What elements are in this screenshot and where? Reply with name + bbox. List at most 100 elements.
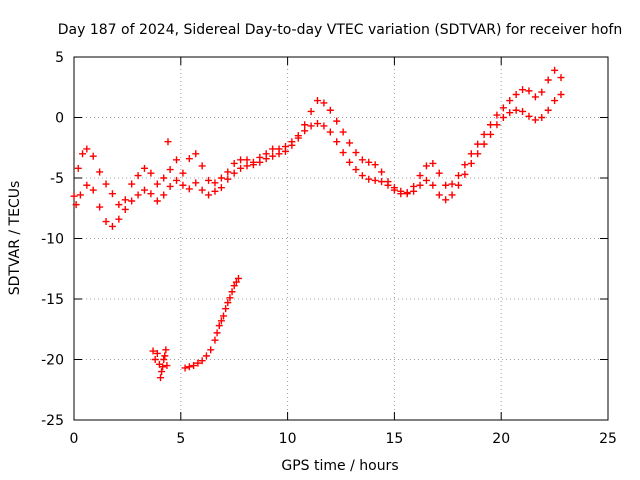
data-point xyxy=(448,191,456,199)
data-point xyxy=(102,218,110,226)
data-point xyxy=(281,147,289,155)
data-point xyxy=(461,170,469,178)
data-point xyxy=(230,169,238,177)
data-point xyxy=(499,104,507,112)
data-point xyxy=(454,181,462,189)
data-point xyxy=(217,174,225,182)
data-point xyxy=(339,149,347,157)
data-point xyxy=(108,222,116,230)
data-point xyxy=(397,190,405,198)
data-point xyxy=(147,169,155,177)
data-point xyxy=(275,150,283,158)
data-point xyxy=(153,197,161,205)
data-point xyxy=(519,86,527,94)
y-tick-label: -15 xyxy=(41,292,64,308)
data-point xyxy=(333,138,341,146)
data-point xyxy=(519,107,527,115)
data-point xyxy=(161,352,169,360)
data-point xyxy=(153,180,161,188)
data-point xyxy=(358,172,366,180)
data-point xyxy=(538,88,546,96)
data-point xyxy=(205,176,213,184)
x-axis-label: GPS time / hours xyxy=(281,458,398,474)
data-point xyxy=(202,352,210,360)
data-point xyxy=(512,91,520,99)
data-point xyxy=(294,134,302,142)
data-point xyxy=(454,172,462,180)
data-point xyxy=(410,187,418,195)
data-point xyxy=(378,178,386,186)
data-point xyxy=(435,191,443,199)
data-point xyxy=(190,362,198,370)
data-point xyxy=(159,363,167,371)
data-point xyxy=(205,191,213,199)
data-point xyxy=(211,187,219,195)
data-point xyxy=(326,128,334,136)
data-point xyxy=(487,121,495,129)
y-tick-label: -10 xyxy=(41,232,64,248)
data-point xyxy=(551,97,559,105)
data-point xyxy=(442,196,450,204)
data-points xyxy=(70,66,565,382)
data-point xyxy=(416,172,424,180)
data-point xyxy=(307,107,315,115)
data-point xyxy=(179,169,187,177)
data-point xyxy=(179,181,187,189)
data-point xyxy=(422,176,430,184)
data-point xyxy=(173,176,181,184)
data-point xyxy=(224,175,232,183)
data-point xyxy=(198,357,206,365)
data-point xyxy=(234,274,242,282)
data-point xyxy=(160,174,168,182)
data-point xyxy=(96,168,104,176)
data-point xyxy=(232,278,240,286)
data-point xyxy=(157,374,165,382)
data-point xyxy=(320,99,328,107)
data-point xyxy=(243,162,251,170)
data-point xyxy=(121,205,129,213)
grid-lines xyxy=(74,57,608,420)
data-point xyxy=(194,359,202,367)
data-point xyxy=(160,191,168,199)
series-isolated xyxy=(164,138,172,146)
data-point xyxy=(326,106,334,114)
y-tick-label: 5 xyxy=(55,50,64,66)
data-point xyxy=(151,356,159,363)
data-point xyxy=(230,282,238,290)
data-point xyxy=(224,168,232,176)
data-point xyxy=(224,299,232,307)
data-point xyxy=(83,145,91,153)
data-point xyxy=(365,158,373,166)
data-point xyxy=(435,169,443,177)
data-point xyxy=(237,164,245,172)
data-point xyxy=(164,138,172,146)
data-point xyxy=(211,179,219,187)
y-tick-labels: 5 0 -5 -10 -15 -20 -25 xyxy=(41,50,64,429)
y-tick-label: -25 xyxy=(41,413,64,429)
data-point xyxy=(269,152,277,160)
data-point xyxy=(108,190,116,198)
data-point xyxy=(416,181,424,189)
data-point xyxy=(365,175,373,183)
series-lower-track xyxy=(72,91,565,230)
data-point xyxy=(371,161,379,169)
data-point xyxy=(346,139,354,147)
y-axis-label: SDTVAR / TECUs xyxy=(7,181,23,296)
data-point xyxy=(96,203,104,211)
data-point xyxy=(531,116,539,124)
data-point xyxy=(153,349,161,357)
data-point xyxy=(198,162,206,170)
data-point xyxy=(222,305,230,313)
data-point xyxy=(525,112,533,120)
data-point xyxy=(358,156,366,164)
data-point xyxy=(538,114,546,121)
data-point xyxy=(320,122,328,130)
data-point xyxy=(269,145,277,153)
data-point xyxy=(333,117,341,125)
x-tick-label: 25 xyxy=(599,431,617,447)
data-point xyxy=(185,185,193,193)
data-point xyxy=(211,336,219,344)
data-point xyxy=(531,93,539,101)
data-point xyxy=(192,150,200,158)
